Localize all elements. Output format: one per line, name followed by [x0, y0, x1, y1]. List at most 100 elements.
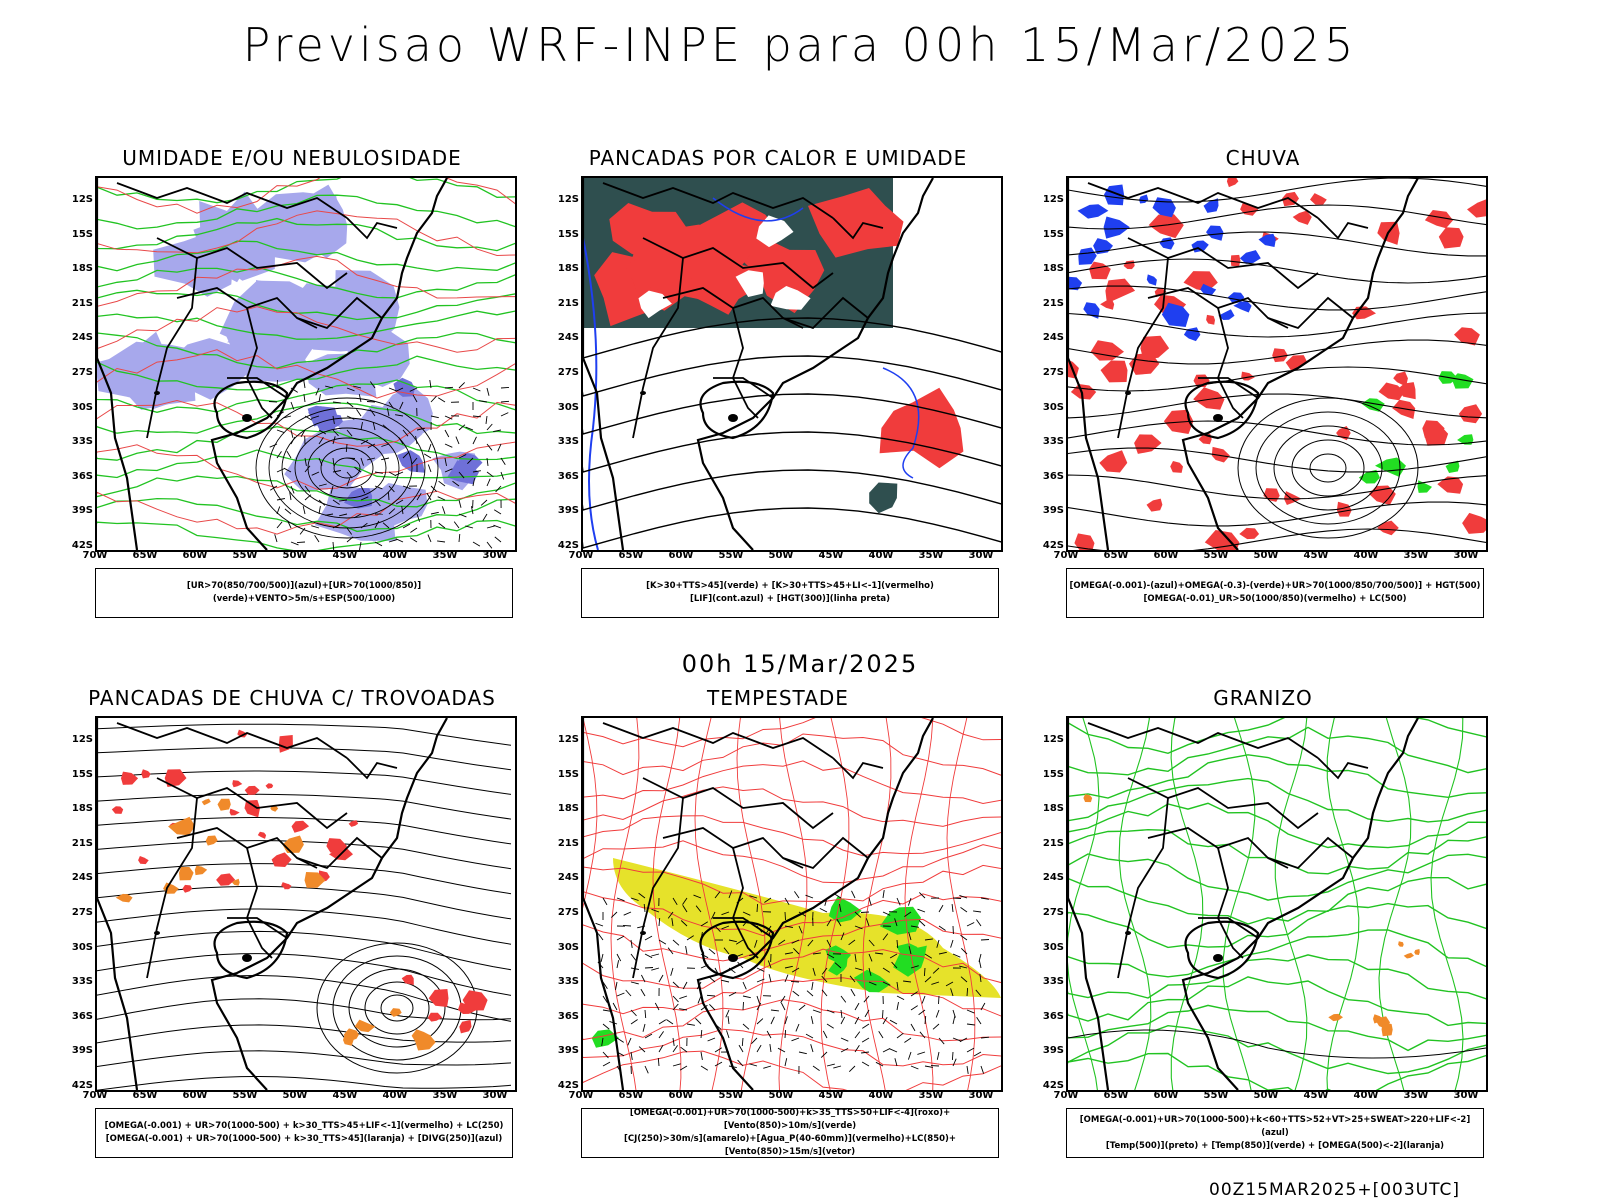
legend-box: [OMEGA(-0.001)+UR>70(1000-500)+k<60+TTS>… [1066, 1108, 1484, 1158]
panel-title: UMIDADE E/OU NEBULOSIDADE [122, 146, 462, 170]
longitude-label: 65W [1103, 1090, 1129, 1101]
latitude-label: 15S [1042, 228, 1064, 240]
latitude-label: 18S [71, 263, 93, 275]
longitude-label: 55W [1203, 1090, 1229, 1101]
legend-text: [CJ(250)>30m/s](amarelo)+[Agua_P(40-60mm… [623, 1134, 957, 1157]
latitude-label: 21S [1042, 837, 1064, 849]
latitude-label: 42S [1042, 1080, 1064, 1091]
latitude-label: 12S [71, 734, 93, 745]
latitude-label: 42S [557, 1080, 579, 1091]
latitude-label: 30S [557, 941, 579, 953]
panel-title: PANCADAS POR CALOR E UMIDADE [588, 146, 968, 170]
legend-text: [UR>70(850/700/500)](azul)+[UR>70(1000/8… [186, 581, 422, 604]
longitude-label: 60W [668, 1090, 694, 1101]
latitude-label: 27S [71, 367, 93, 378]
longitude-label: 55W [232, 1090, 258, 1101]
panel-title: TEMPESTADE [707, 686, 849, 710]
latitude-label: 12S [1042, 734, 1064, 745]
latitude-label: 12S [557, 194, 579, 205]
panel-umidade: UMIDADE E/OU NEBULOSIDADE 12S 15S 18S 21S 24S… [57, 146, 527, 618]
panel-tempestade: TEMPESTADE 12S 15S 18S 21S 24S 27S 30S 33S 36S 39S… [543, 686, 1013, 1158]
longitude-label: 30W [482, 550, 508, 561]
longitude-label: 50W [282, 550, 308, 561]
longitude-label: 65W [618, 1090, 644, 1101]
longitude-label: 70W [568, 550, 594, 561]
longitude-label: 30W [968, 1090, 994, 1101]
map-field-svg [583, 178, 1001, 550]
longitude-label: 65W [618, 550, 644, 561]
longitude-label: 30W [1453, 550, 1479, 561]
longitude-label: 50W [768, 1090, 794, 1101]
legend-box: [OMEGA(-0.001) + UR>70(1000-500) + k>30_… [95, 1108, 513, 1158]
map-field-svg [97, 178, 515, 550]
longitude-label: 35W [1403, 1090, 1429, 1101]
forecast-map [581, 176, 1003, 552]
latitude-label: 15S [557, 228, 579, 240]
longitude-label: 65W [132, 1090, 158, 1101]
longitude-label: 35W [432, 1090, 458, 1101]
legend-text: [K>30+TTS>45](verde) + [K>30+TTS>45+LI<-… [646, 581, 934, 591]
longitude-label: 70W [1053, 550, 1079, 561]
latitude-label: 36S [1042, 470, 1064, 482]
longitude-label: 60W [182, 1090, 208, 1101]
latitude-label: 24S [71, 872, 93, 884]
latitude-label: 18S [1042, 803, 1064, 815]
longitude-label: 45W [1303, 1090, 1329, 1101]
longitude-label: 70W [82, 1090, 108, 1101]
legend-text: [OMEGA(-0.001) + UR>70(1000-500) + k>30_… [104, 1121, 504, 1131]
panel-pancadas-calor: PANCADAS POR CALOR E UMIDADE 12S 15S 18S 21S… [543, 146, 1013, 618]
legend-text: [OMEGA(-0.001)+UR>70(1000-500)+k<60+TTS>… [1079, 1114, 1471, 1138]
latitude-label: 39S [1042, 1045, 1064, 1057]
latitude-label: 15S [71, 228, 93, 240]
latitude-label: 30S [557, 401, 579, 413]
longitude-label: 45W [818, 1090, 844, 1101]
latitude-label: 21S [71, 837, 93, 849]
latitude-label: 33S [557, 436, 579, 448]
longitude-label: 55W [232, 550, 258, 561]
longitude-label: 60W [182, 550, 208, 561]
longitude-label: 40W [1353, 550, 1379, 561]
latitude-label: 33S [1042, 976, 1064, 988]
longitude-label: 30W [968, 550, 994, 561]
forecast-map [95, 716, 517, 1092]
forecast-map [1066, 176, 1488, 552]
legend-text: [LIF](cont.azul) + [HGT(300)](linha pret… [689, 594, 891, 604]
latitude-label: 21S [1042, 297, 1064, 309]
legend-text: [OMEGA(-0.001)+UR>70(1000-500)+k>35_TTS>… [629, 1108, 951, 1131]
forecast-map [581, 716, 1003, 1092]
panel-chuva: CHUVA 12S 15S 18S 21S 24S 27S 30S 33S 36S 39S 42S 70… [1028, 146, 1498, 618]
latitude-label: 30S [1042, 401, 1064, 413]
longitude-label: 60W [668, 550, 694, 561]
legend-box: [K>30+TTS>45](verde) + [K>30+TTS>45+LI<-… [581, 568, 999, 618]
latitude-label: 39S [71, 1045, 93, 1057]
latitude-label: 15S [71, 768, 93, 780]
longitude-label: 40W [382, 1090, 408, 1101]
latitude-label: 24S [557, 332, 579, 344]
latitude-label: 12S [557, 734, 579, 745]
longitude-label: 60W [1153, 1090, 1179, 1101]
longitude-label: 50W [768, 550, 794, 561]
legend-text: [Temp(500)](preto) + [Temp(850)](verde) … [1105, 1140, 1445, 1151]
longitude-label: 40W [868, 1090, 894, 1101]
longitude-label: 70W [82, 550, 108, 561]
panel-title: PANCADAS DE CHUVA C/ TROVOADAS [88, 686, 496, 710]
latitude-label: 33S [71, 976, 93, 988]
longitude-label: 30W [482, 1090, 508, 1101]
latitude-label: 12S [71, 194, 93, 205]
map-field-svg [1068, 718, 1486, 1090]
longitude-label: 55W [718, 550, 744, 561]
latitude-label: 42S [71, 540, 93, 551]
longitude-label: 35W [1403, 550, 1429, 561]
latitude-label: 36S [557, 1010, 579, 1022]
latitude-label: 33S [1042, 436, 1064, 448]
page-title: Previsao WRF-INPE para 00h 15/Mar/2025 [242, 18, 1358, 72]
run-timestamp: 00Z15MAR2025+[003UTC] [1209, 1180, 1460, 1200]
latitude-label: 21S [71, 297, 93, 309]
longitude-label: 70W [1053, 1090, 1079, 1101]
latitude-label: 27S [1042, 907, 1064, 918]
latitude-label: 27S [557, 367, 579, 378]
longitude-label: 60W [1153, 550, 1179, 561]
latitude-label: 18S [557, 263, 579, 275]
latitude-label: 36S [71, 1010, 93, 1022]
latitude-label: 24S [1042, 332, 1064, 344]
